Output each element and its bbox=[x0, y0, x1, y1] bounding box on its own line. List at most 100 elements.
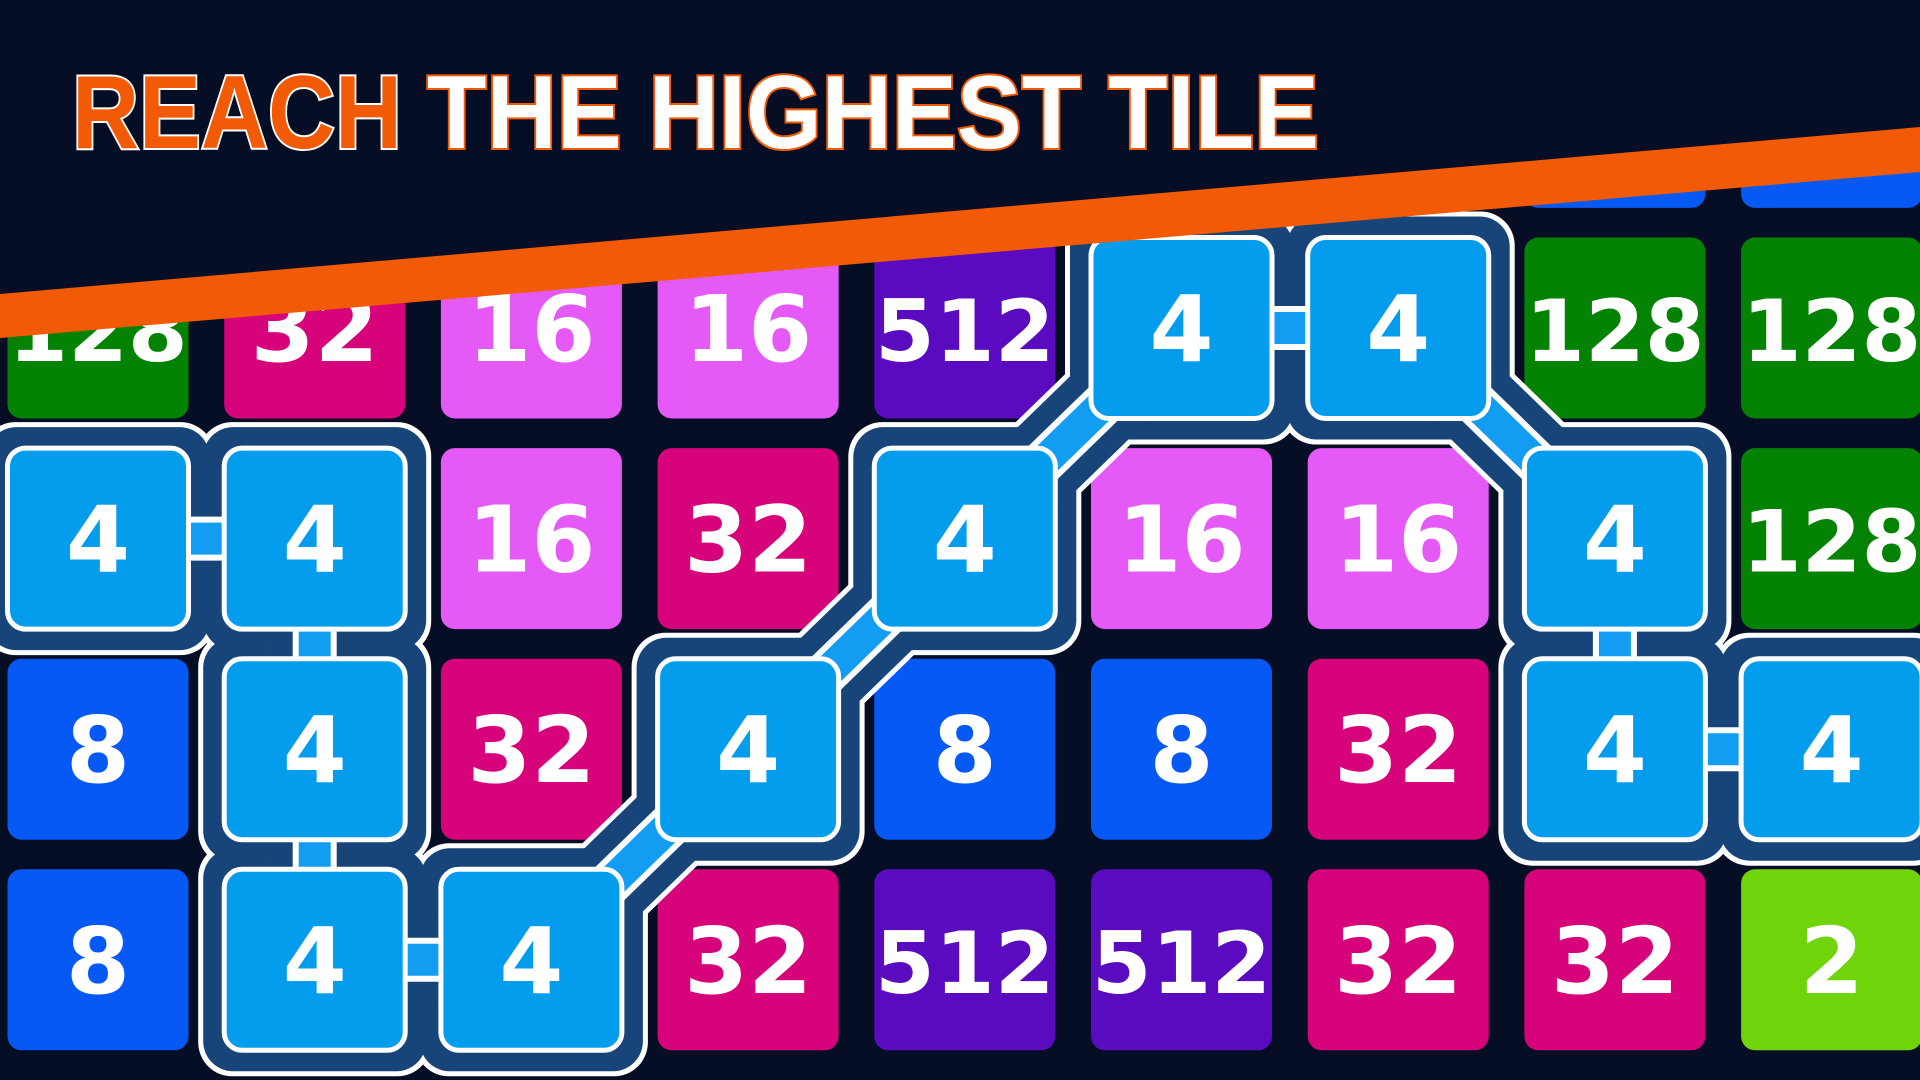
tile[interactable]: 2 bbox=[1741, 869, 1920, 1051]
tile[interactable]: 16 bbox=[1091, 448, 1272, 630]
tile[interactable]: 32 bbox=[440, 658, 622, 840]
tile-value: 8 bbox=[1149, 697, 1213, 804]
tile-value: 512 bbox=[1092, 914, 1272, 1014]
tile-background bbox=[1738, 656, 1920, 843]
tile-selected[interactable]: 4 bbox=[871, 445, 1058, 632]
tile[interactable]: 8 bbox=[874, 658, 1056, 840]
tile-background bbox=[221, 445, 408, 632]
tile-background bbox=[1091, 869, 1272, 1051]
tile-selected[interactable]: 4 bbox=[221, 866, 408, 1053]
tile-background bbox=[655, 656, 842, 843]
tile-value: 4 bbox=[1583, 487, 1647, 594]
tile-selected[interactable]: 4 bbox=[655, 656, 842, 843]
tile-value: 128 bbox=[1742, 282, 1920, 382]
tile-value: 128 bbox=[1742, 493, 1920, 593]
tile-value: 8 bbox=[66, 908, 130, 1015]
tile-background bbox=[1741, 869, 1920, 1051]
tile-background bbox=[440, 448, 622, 630]
tile-value: 4 bbox=[66, 487, 130, 594]
tile-background bbox=[221, 656, 408, 843]
tile-selected[interactable]: 4 bbox=[221, 656, 408, 843]
tile-background bbox=[1307, 448, 1489, 630]
tile[interactable]: 128 bbox=[1741, 448, 1920, 630]
tile[interactable]: 512 bbox=[874, 869, 1056, 1051]
tile[interactable]: 128 bbox=[1741, 237, 1920, 419]
tile-value: 32 bbox=[1334, 697, 1462, 804]
tile[interactable]: 512 bbox=[874, 237, 1056, 419]
tile-background bbox=[874, 658, 1056, 840]
tile-background bbox=[221, 866, 408, 1053]
tile[interactable]: 8 bbox=[7, 869, 189, 1051]
tile-background bbox=[1091, 448, 1272, 630]
tile-background bbox=[1524, 237, 1706, 419]
tile-background bbox=[657, 869, 839, 1051]
tile[interactable]: 32 bbox=[1307, 869, 1489, 1051]
tile-value: 8 bbox=[66, 697, 130, 804]
tile-background bbox=[1307, 658, 1489, 840]
tile-background bbox=[7, 869, 189, 1051]
tile-value: 2 bbox=[1800, 908, 1864, 1015]
tile-selected[interactable]: 4 bbox=[1088, 235, 1275, 421]
banner-dark-band bbox=[0, 0, 1920, 296]
selected-path[interactable]: 4 4 4 4 4 4 4 4 4 4 4 4 bbox=[0, 211, 1920, 1077]
tile-background bbox=[1741, 237, 1920, 419]
tile[interactable]: 32 bbox=[657, 869, 839, 1051]
tile-value: 32 bbox=[684, 908, 812, 1015]
tile[interactable]: 32 bbox=[1307, 658, 1489, 840]
tile[interactable]: 16 bbox=[1307, 448, 1489, 630]
tile-value: 32 bbox=[1551, 908, 1679, 1015]
tile-background bbox=[440, 658, 622, 840]
tile-background bbox=[1088, 235, 1275, 421]
tile-value: 4 bbox=[1366, 276, 1430, 383]
tile-background bbox=[1521, 445, 1708, 632]
tile-background bbox=[1521, 656, 1708, 843]
tile-background bbox=[5, 445, 191, 632]
tile-background bbox=[1305, 235, 1492, 421]
tile[interactable]: 16 bbox=[440, 448, 622, 630]
tile-value: 16 bbox=[684, 276, 812, 383]
tile-selected[interactable]: 4 bbox=[1521, 445, 1708, 632]
tile-value: 4 bbox=[1583, 697, 1647, 804]
tile[interactable]: 8 bbox=[1091, 658, 1272, 840]
tile-selected[interactable]: 4 bbox=[1738, 656, 1920, 843]
tile[interactable]: 128 bbox=[1524, 237, 1706, 419]
tile-value: 4 bbox=[1800, 697, 1864, 804]
tile-selected[interactable]: 4 bbox=[221, 445, 408, 632]
tile-value: 4 bbox=[283, 487, 347, 594]
tile-background bbox=[438, 866, 625, 1053]
tile-background bbox=[1091, 658, 1272, 840]
tile-selected[interactable]: 4 bbox=[1521, 656, 1708, 843]
tile[interactable]: 512 bbox=[1091, 869, 1272, 1051]
tile-value: 16 bbox=[1334, 487, 1462, 594]
tile-value: 16 bbox=[467, 487, 595, 594]
title-rest: THE HIGHEST TILE bbox=[427, 55, 1319, 171]
tile-selected[interactable]: 4 bbox=[1305, 235, 1492, 421]
tile-background bbox=[874, 869, 1056, 1051]
tile-value: 4 bbox=[283, 697, 347, 804]
tile[interactable]: 8 bbox=[7, 658, 189, 840]
tile[interactable]: 16 bbox=[657, 237, 839, 419]
tile-value: 4 bbox=[1149, 276, 1213, 383]
tile-background bbox=[871, 445, 1058, 632]
tile-value: 128 bbox=[1525, 282, 1705, 382]
tile-background bbox=[7, 658, 189, 840]
tile-background bbox=[874, 237, 1056, 419]
tile-value: 512 bbox=[875, 282, 1055, 382]
tile-value: 512 bbox=[875, 914, 1055, 1014]
tile-value: 4 bbox=[283, 908, 347, 1015]
tile-value: 32 bbox=[467, 697, 595, 804]
tile[interactable]: 32 bbox=[1524, 869, 1706, 1051]
tile-value: 4 bbox=[716, 697, 780, 804]
tile-value: 32 bbox=[1334, 908, 1462, 1015]
tile-selected[interactable]: 4 bbox=[438, 866, 625, 1053]
tile-value: 8 bbox=[933, 697, 997, 804]
tile-background bbox=[1741, 448, 1920, 630]
tile-background bbox=[1307, 869, 1489, 1051]
tile-selected[interactable]: 4 bbox=[5, 445, 191, 632]
tile-background bbox=[657, 448, 839, 630]
tile[interactable]: 32 bbox=[657, 448, 839, 630]
tile-background bbox=[1524, 869, 1706, 1051]
